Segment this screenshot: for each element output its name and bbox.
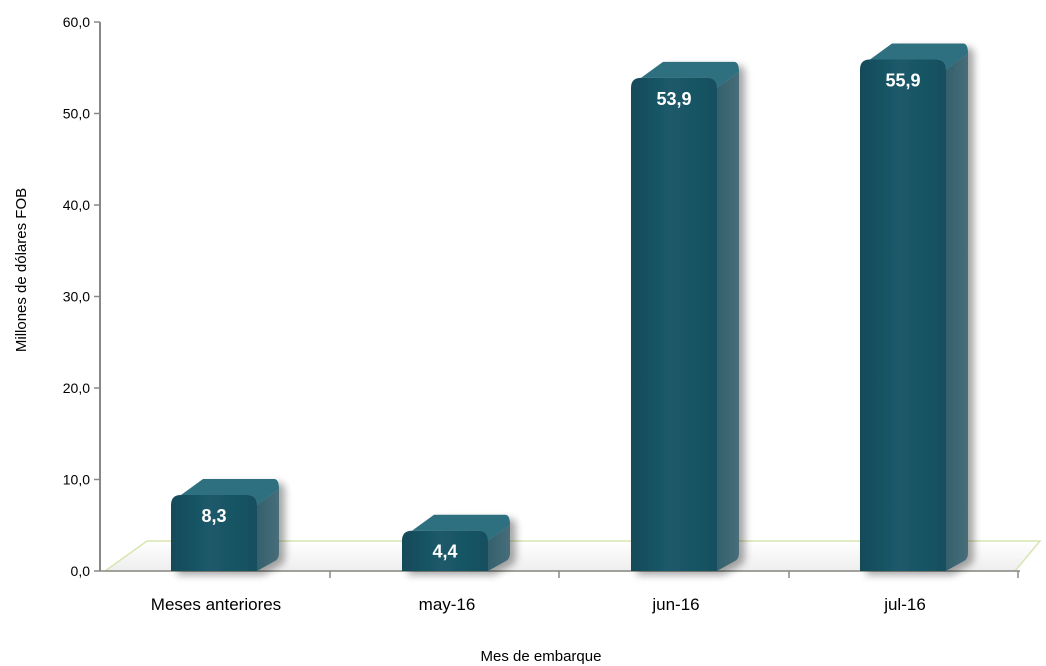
y-tick-label: 30,0: [63, 289, 90, 305]
bar-side: [717, 72, 739, 571]
bar-front: [631, 78, 717, 571]
x-axis-title: Mes de embarque: [481, 648, 602, 665]
bar-side: [946, 54, 968, 571]
y-tick-label: 60,0: [63, 14, 90, 30]
data-label: 4,4: [432, 542, 457, 562]
data-label: 53,9: [656, 89, 691, 109]
y-tick-label: 50,0: [63, 106, 90, 122]
y-axis-title: Millones de dólares FOB: [13, 188, 30, 352]
bar-front: [860, 60, 946, 571]
x-category-label: may-16: [419, 595, 476, 614]
y-tick-label: 40,0: [63, 197, 90, 213]
y-tick-label: 10,0: [63, 472, 90, 488]
y-tick-label: 0,0: [71, 563, 91, 579]
x-category-label: Meses anteriores: [151, 595, 281, 614]
y-tick-label: 20,0: [63, 380, 90, 396]
data-label: 55,9: [885, 71, 920, 91]
data-label: 8,3: [201, 506, 226, 526]
bar: [860, 44, 968, 571]
x-category-label: jul-16: [883, 595, 926, 614]
bar: [631, 62, 739, 571]
x-category-label: jun-16: [651, 595, 699, 614]
